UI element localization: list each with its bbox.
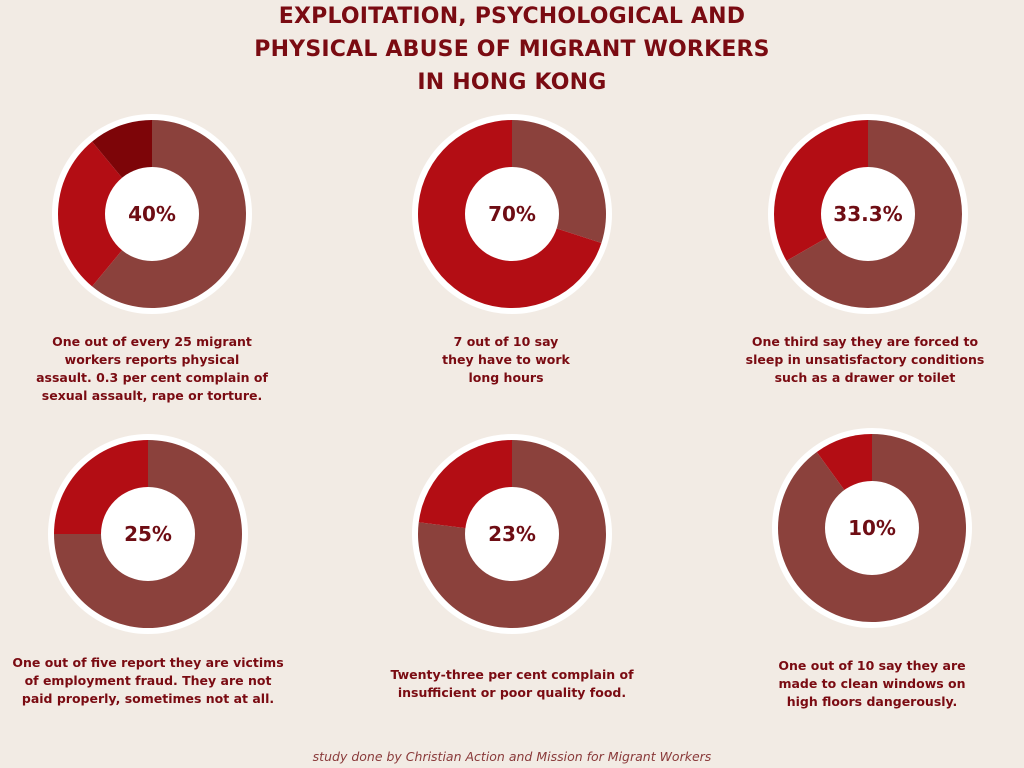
donut-chart-4: 25%: [48, 434, 248, 634]
donut-chart-5: 23%: [412, 434, 612, 634]
donut-center-hole: [101, 487, 195, 581]
donut-percentage-label: 33.3%: [833, 202, 903, 226]
caption-line: One third say they are forced to: [751, 334, 979, 349]
caption-line: they have to work: [442, 352, 570, 367]
caption-1: One out of every 25 migrant workers repo…: [12, 333, 292, 405]
title-line: EXPLOITATION, PSYCHOLOGICAL AND: [278, 4, 746, 29]
caption-line: made to clean windows on: [778, 676, 966, 691]
donut-chart-2: 70%: [412, 114, 612, 314]
caption-line: 7 out of 10 say: [453, 334, 559, 349]
caption-line: high floors dangerously.: [786, 694, 958, 709]
caption-line: One out of five report they are victims: [12, 655, 284, 670]
donut-slice-2: [57, 141, 152, 287]
caption-5: Twenty-three per cent complain of insuff…: [366, 666, 658, 702]
caption-line: insufficient or poor quality food.: [397, 685, 627, 700]
donut-svg: [772, 428, 972, 628]
caption-line: workers reports physical: [64, 352, 240, 367]
caption-line: Twenty-three per cent complain of: [390, 667, 634, 682]
donut-percentage-label: 25%: [124, 522, 172, 546]
donut-percentage-label: 10%: [848, 516, 896, 540]
donut-percentage-label: 23%: [488, 522, 536, 546]
donut-svg: [52, 114, 252, 314]
caption-line: assault. 0.3 per cent complain of: [36, 370, 268, 385]
donut-center-hole: [465, 167, 559, 261]
caption-line: of employment fraud. They are not: [24, 673, 272, 688]
donut-svg: [412, 114, 612, 314]
caption-4: One out of five report they are victims …: [2, 654, 294, 708]
donut-svg: [768, 114, 968, 314]
caption-line: long hours: [468, 370, 544, 385]
caption-3: One third say they are forced to sleep i…: [720, 333, 1010, 387]
donut-center-hole: [105, 167, 199, 261]
donut-svg: [48, 434, 248, 634]
donut-chart-1: 40%: [52, 114, 252, 314]
donut-chart-6: 10%: [772, 428, 972, 628]
title-line: PHYSICAL ABUSE OF MIGRANT WORKERS: [254, 37, 770, 62]
caption-line: One out of 10 say they are: [778, 658, 966, 673]
source-footnote: study done by Christian Action and Missi…: [312, 749, 712, 764]
donut-svg: [412, 434, 612, 634]
caption-line: One out of every 25 migrant: [52, 334, 252, 349]
caption-line: sleep in unsatisfactory conditions: [745, 352, 985, 367]
caption-line: paid properly, sometimes not at all.: [21, 691, 275, 706]
caption-line: such as a drawer or toilet: [774, 370, 956, 385]
donut-percentage-label: 70%: [488, 202, 536, 226]
caption-6: One out of 10 say they are made to clean…: [726, 657, 1018, 711]
donut-percentage-label: 40%: [128, 202, 176, 226]
caption-line: sexual assault, rape or torture.: [41, 388, 263, 403]
caption-2: 7 out of 10 say they have to work long h…: [366, 333, 646, 387]
page-title: EXPLOITATION, PSYCHOLOGICAL AND PHYSICAL…: [0, 0, 1024, 99]
title-line: IN HONG KONG: [417, 70, 607, 95]
donut-chart-3: 33.3%: [768, 114, 968, 314]
donut-center-hole: [825, 481, 919, 575]
donut-center-hole: [465, 487, 559, 581]
donut-center-hole: [821, 167, 915, 261]
